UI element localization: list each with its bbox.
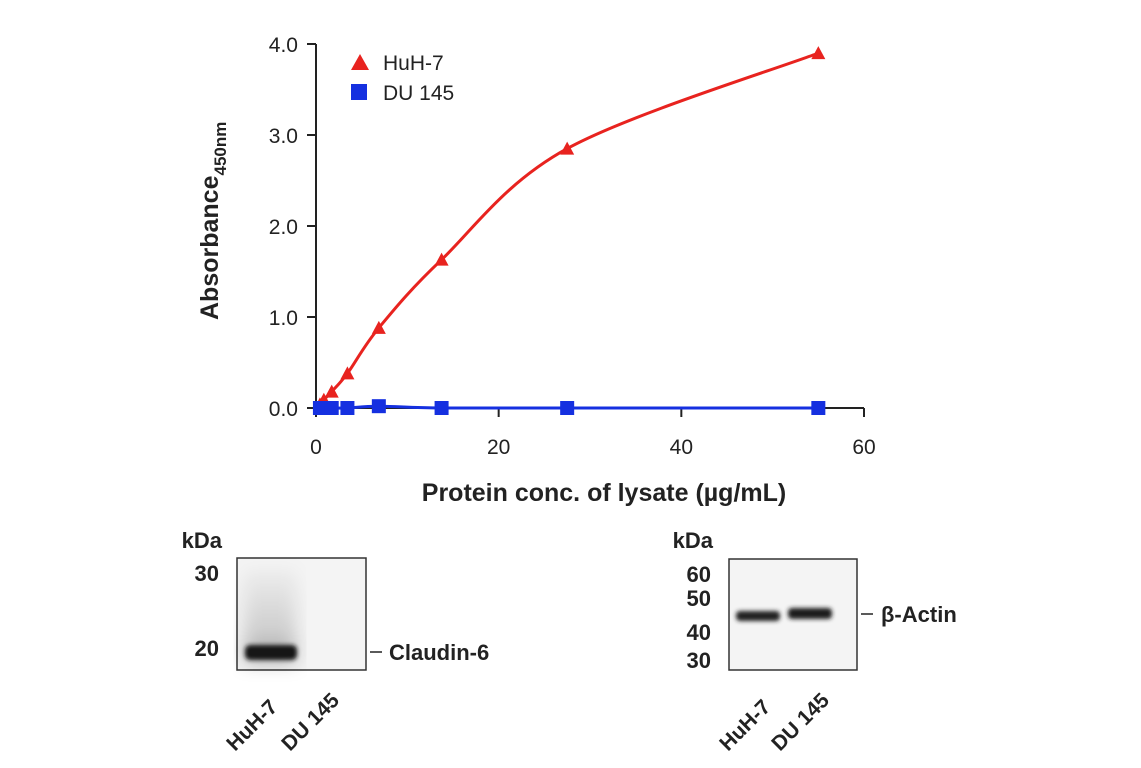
actin-band-du145 [788, 608, 832, 619]
data-point-triangle [324, 384, 339, 398]
data-point-triangle [340, 366, 355, 380]
x-tick-label: 20 [487, 436, 510, 459]
band-label-actin: β-Actin [881, 602, 957, 627]
lane-label-huh7: HuH-7 [715, 696, 775, 756]
data-point-square [371, 399, 386, 414]
fit-curves [315, 51, 819, 410]
marker-50kda: 50 [687, 586, 711, 611]
elisa-chart: 0.0 1.0 2.0 3.0 4.0 0 20 40 60 Protein conc. of… [196, 34, 876, 507]
y-tick-label: 4.0 [269, 34, 298, 57]
x-tick-label: 40 [670, 436, 693, 459]
legend-marker-huh7 [351, 54, 369, 70]
data-point-square [434, 401, 449, 415]
marker-40kda: 40 [687, 620, 711, 645]
marker-60kda: 60 [687, 562, 711, 587]
data-markers [312, 46, 826, 415]
y-tick-label: 1.0 [269, 307, 298, 330]
legend-label-du145: DU 145 [383, 82, 454, 105]
x-axis-title: Protein conc. of lysate (µg/mL) [422, 479, 786, 507]
lane-label-huh7: HuH-7 [222, 696, 282, 756]
y-axis-title: Absorbance450nm [196, 122, 230, 320]
marker-30kda: 30 [687, 648, 711, 673]
x-tick-label: 60 [852, 436, 875, 459]
y-tick-label: 3.0 [269, 125, 298, 148]
kda-label: kDa [182, 528, 223, 553]
data-point-triangle [560, 141, 575, 155]
marker-30kda: 30 [195, 561, 219, 586]
actin-western-blot: kDa 60 50 40 30 β-Actin HuH-7 DU 145 [673, 528, 957, 756]
legend: HuH-7 DU 145 [351, 52, 454, 105]
claudin6-western-blot: kDa 30 20 Claudin-6 HuH-7 DU 145 [182, 528, 490, 756]
data-point-triangle [371, 320, 386, 334]
lane-label-du145: DU 145 [277, 689, 344, 756]
claudin6-band-huh7 [245, 645, 297, 660]
data-point-square [560, 401, 575, 415]
actin-band-huh7 [736, 611, 780, 621]
data-point-triangle [434, 252, 449, 266]
y-ticks: 0.0 1.0 2.0 3.0 4.0 [269, 34, 316, 421]
data-point-square [340, 401, 355, 415]
lane-label-du145: DU 145 [767, 689, 834, 756]
series-curve-0 [315, 51, 819, 410]
data-point-square [811, 401, 826, 415]
marker-20kda: 20 [195, 636, 219, 661]
data-point-square [324, 401, 339, 415]
y-tick-label: 2.0 [269, 216, 298, 239]
kda-label: kDa [673, 528, 714, 553]
legend-label-huh7: HuH-7 [383, 52, 444, 75]
data-point-triangle [811, 46, 826, 60]
band-label-claudin6: Claudin-6 [389, 640, 489, 665]
y-axis-title-main: Absorbance [196, 175, 224, 320]
y-axis-title-subscript: 450nm [211, 122, 230, 176]
x-ticks: 0 20 40 60 [310, 408, 876, 459]
legend-marker-du145 [351, 84, 367, 100]
x-tick-label: 0 [310, 436, 322, 459]
y-tick-label: 0.0 [269, 398, 298, 421]
